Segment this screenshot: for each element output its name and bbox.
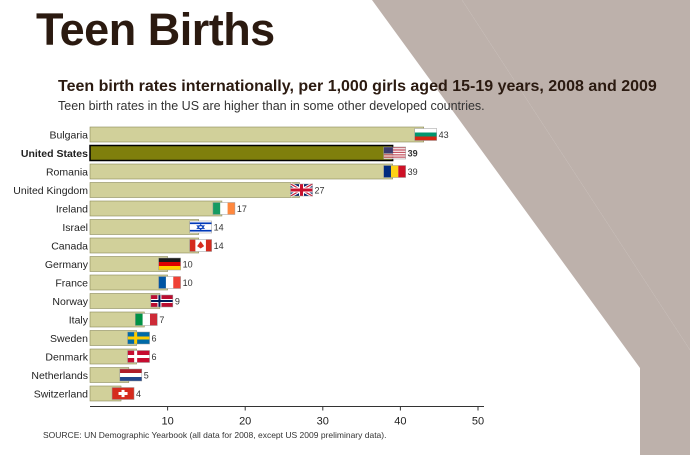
norway-flag — [150, 294, 174, 308]
value-label: 6 — [152, 352, 157, 362]
us-flag — [383, 146, 406, 160]
sweden-flag — [127, 331, 150, 345]
value-label: 9 — [175, 297, 180, 307]
page-title: Teen Births — [36, 4, 275, 55]
chart-description: Teen birth rates in the US are higher th… — [58, 99, 485, 113]
value-label: 39 — [408, 167, 418, 177]
value-label: 4 — [136, 389, 141, 399]
uk-flag — [289, 182, 314, 198]
value-label: 5 — [144, 371, 149, 381]
israel-flag — [189, 220, 212, 234]
source-note: SOURCE: UN Demographic Yearbook (all dat… — [43, 430, 387, 440]
category-label: United States — [21, 148, 88, 160]
bar — [89, 163, 393, 180]
category-label: Italy — [69, 315, 89, 327]
value-label: 27 — [315, 186, 325, 196]
netherlands-flag — [119, 368, 143, 382]
france-flag — [158, 276, 181, 289]
category-label: Romania — [46, 167, 88, 179]
bulgaria-flag — [414, 128, 437, 141]
category-label: United Kingdom — [13, 185, 88, 197]
germany-flag — [158, 257, 181, 271]
bar — [89, 126, 424, 143]
bar — [89, 219, 199, 235]
decorative-corner-shape — [462, 0, 690, 350]
value-label: 14 — [214, 223, 224, 233]
value-label: 10 — [183, 260, 193, 270]
category-label: Bulgaria — [49, 130, 88, 142]
category-label: Norway — [52, 296, 88, 308]
category-label: Denmark — [45, 352, 88, 364]
ireland-flag — [212, 202, 236, 215]
bar — [89, 182, 300, 198]
x-tick-label: 50 — [472, 416, 484, 426]
category-label: Sweden — [50, 333, 88, 345]
category-label: Israel — [62, 222, 88, 234]
italy-flag — [135, 313, 158, 326]
category-label: Ireland — [56, 204, 88, 216]
category-label: Germany — [45, 259, 89, 271]
bar — [89, 237, 199, 254]
bar-chart: Bulgaria 43 United States 39 Romania 39 United… — [13, 126, 484, 426]
x-tick-label: 40 — [394, 416, 406, 426]
category-label: France — [55, 278, 88, 290]
category-label: Netherlands — [31, 370, 88, 382]
value-label: 7 — [159, 315, 164, 325]
value-label: 10 — [183, 278, 193, 288]
bar — [89, 144, 394, 162]
bar — [89, 256, 168, 272]
bar — [89, 293, 161, 309]
bar — [89, 200, 223, 217]
chart-subtitle: Teen birth rates internationally, per 1,… — [58, 78, 657, 95]
denmark-flag — [127, 350, 150, 363]
value-label: 6 — [152, 334, 157, 344]
canada-flag — [189, 239, 212, 252]
x-tick-label: 10 — [161, 416, 173, 426]
romania-flag — [383, 165, 406, 178]
x-tick-label: 30 — [317, 416, 329, 426]
value-label: 43 — [439, 130, 449, 140]
category-label: Canada — [51, 241, 88, 253]
value-label: 39 — [408, 149, 418, 159]
switzerland-flag — [111, 387, 135, 400]
decorative-diagonal-shape — [372, 0, 690, 455]
value-label: 14 — [214, 241, 224, 251]
value-label: 17 — [237, 204, 247, 214]
bar — [89, 274, 168, 291]
x-tick-label: 20 — [239, 416, 251, 426]
category-label: Switzerland — [34, 389, 88, 401]
